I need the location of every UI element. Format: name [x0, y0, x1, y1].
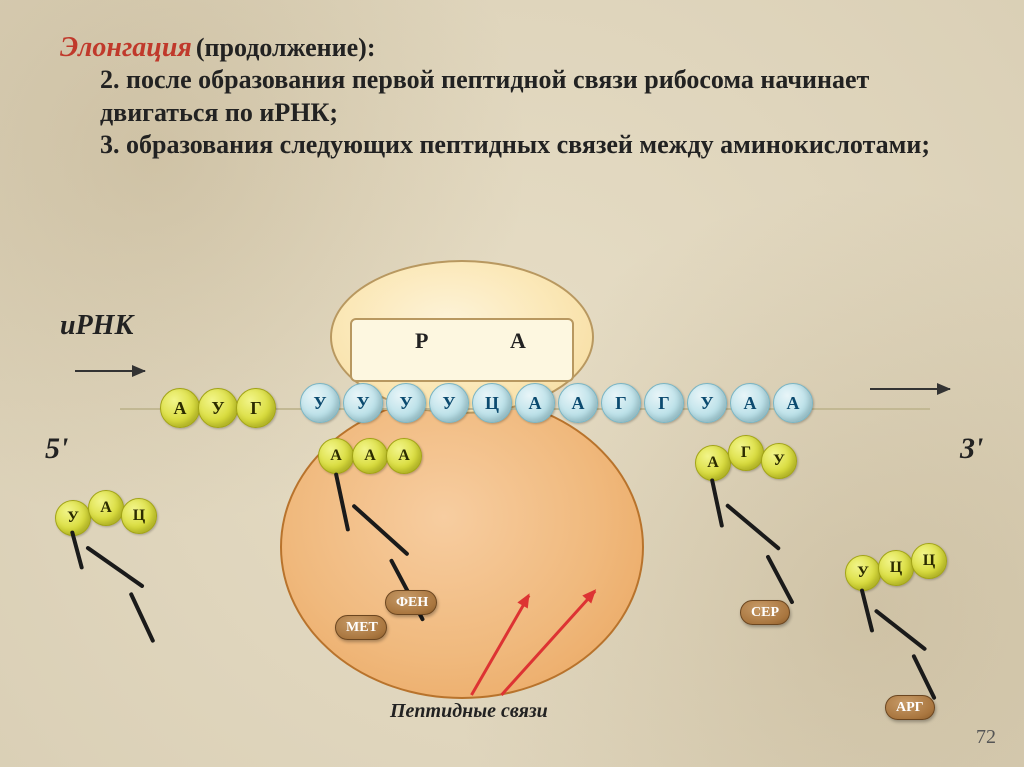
- amino-acid-ser: СЕР: [740, 600, 790, 625]
- direction-arrow-left: [75, 370, 145, 372]
- trna-left-anticodon-2: А: [88, 490, 124, 526]
- trna-ser-shape: [710, 478, 724, 528]
- amino-acid-met: МЕТ: [335, 615, 387, 640]
- mrna-nuc: У: [300, 383, 340, 423]
- trna-ser-anticodon-1: А: [695, 445, 731, 481]
- a-site-label: А: [510, 328, 526, 354]
- p-site-label: Р: [415, 328, 428, 354]
- trna-arg-shape: [911, 654, 937, 701]
- trna-ser-shape: [725, 503, 781, 551]
- trna-ser-anticodon-3: У: [761, 443, 797, 479]
- trna-arg-anticodon-1: У: [845, 555, 881, 591]
- trna-psite-anticodon-1: А: [318, 438, 354, 474]
- mrna-nuc: А: [773, 383, 813, 423]
- trna-arg-shape: [874, 608, 928, 651]
- p-a-sites-box: [350, 318, 574, 382]
- title-sub: (продолжение): [196, 33, 367, 62]
- mrna-nuc: А: [730, 383, 770, 423]
- mrna-nuc: Г: [601, 383, 641, 423]
- irnk-label: иРНК: [60, 310, 133, 342]
- mrna-nuc: У: [343, 383, 383, 423]
- mrna-nuc: А: [515, 383, 555, 423]
- trna-ser-anticodon-2: Г: [728, 435, 764, 471]
- mrna-start-nuc-3: Г: [236, 388, 276, 428]
- trna-arg-shape: [860, 588, 875, 633]
- mrna-nuc: Ц: [472, 383, 512, 423]
- amino-acid-phen: ФЕН: [385, 590, 437, 615]
- trna-left-shape: [70, 530, 84, 570]
- mrna-nuc: Г: [644, 383, 684, 423]
- mrna-start-nuc-1: А: [160, 388, 200, 428]
- peptide-bonds-label: Пептидные связи: [390, 700, 548, 723]
- trna-arg-anticodon-3: Ц: [911, 543, 947, 579]
- three-prime-label: 3': [960, 432, 983, 466]
- mrna-nuc: А: [558, 383, 598, 423]
- mrna-nuc: У: [429, 383, 469, 423]
- trna-psite-anticodon-2: А: [352, 438, 388, 474]
- mrna-nuc: У: [386, 383, 426, 423]
- direction-arrow-right: [870, 388, 950, 390]
- mrna-nuc: У: [687, 383, 727, 423]
- page-number: 72: [976, 726, 996, 749]
- trna-psite-anticodon-3: А: [386, 438, 422, 474]
- title-line3: 3. образования следующих пептидных связе…: [100, 129, 964, 162]
- trna-left-shape: [129, 592, 156, 644]
- trna-left-shape: [85, 545, 145, 588]
- mrna-start-nuc-2: У: [198, 388, 238, 428]
- title-block: Элонгация (продолжение): 2. после образо…: [60, 32, 964, 162]
- five-prime-label: 5': [45, 432, 68, 466]
- trna-ser-shape: [765, 554, 794, 604]
- trna-arg-anticodon-2: Ц: [878, 550, 914, 586]
- amino-acid-arg: АРГ: [885, 695, 935, 720]
- trna-left-anticodon-3: Ц: [121, 498, 157, 534]
- title-main: Элонгация: [60, 32, 192, 63]
- title-line2: 2. после образования первой пептидной св…: [100, 64, 964, 129]
